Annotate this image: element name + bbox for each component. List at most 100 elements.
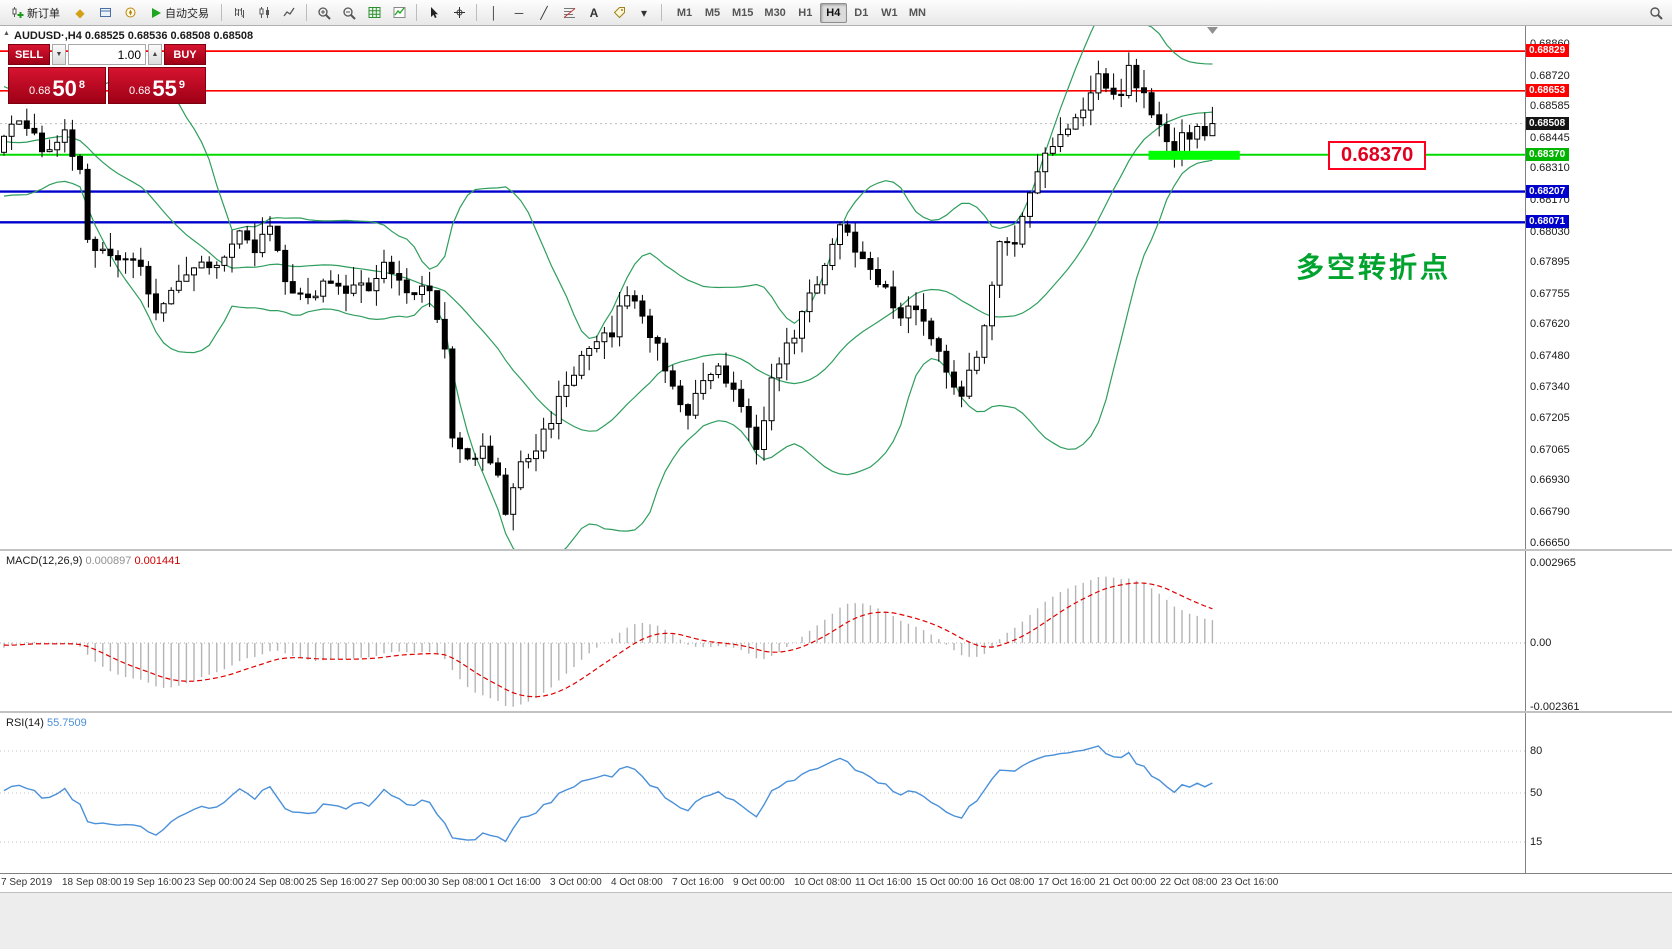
- volume-decrease-button[interactable]: ▼: [52, 44, 66, 65]
- line-chart-button[interactable]: [277, 2, 301, 24]
- sell-price-prefix: 0.68: [28, 85, 51, 97]
- volume-increase-button[interactable]: ▲: [148, 44, 162, 65]
- symbol-period-label: AUDUSD·,H4: [14, 30, 82, 42]
- time-axis-label: 25 Sep 16:00: [306, 877, 366, 888]
- time-axis-label: 27 Sep 00:00: [367, 877, 427, 888]
- time-axis-label: 24 Sep 08:00: [245, 877, 305, 888]
- price-callout-box[interactable]: 0.68370: [1328, 141, 1427, 170]
- timeframe-group: M1 M5 M15 M30 H1 H4 D1 W1 MN: [671, 2, 931, 23]
- label-button[interactable]: [607, 2, 631, 24]
- price-chart[interactable]: [0, 26, 1525, 549]
- axis-tick: 0.67340: [1530, 381, 1570, 394]
- macd-axis[interactable]: 0.002965 0.00 -0.002361: [1525, 551, 1672, 711]
- timeframe-d1-button[interactable]: D1: [848, 3, 875, 23]
- shapes-dropdown-button[interactable]: ▾: [632, 2, 656, 24]
- time-axis-label: 4 Oct 08:00: [611, 877, 663, 888]
- time-axis-label: 19 Sep 16:00: [123, 877, 183, 888]
- autotrading-button[interactable]: 自动交易: [143, 2, 216, 24]
- timeframe-w1-button[interactable]: W1: [876, 3, 903, 23]
- macd-signal-value: 0.001441: [134, 555, 181, 567]
- navigator-button[interactable]: [118, 2, 142, 24]
- buy-price-superscript: 9: [178, 79, 186, 91]
- time-axis-label: 21 Oct 00:00: [1099, 877, 1157, 888]
- time-axis-label: 15 Oct 00:00: [916, 877, 974, 888]
- search-button[interactable]: [1644, 2, 1668, 24]
- time-axis[interactable]: 7 Sep 2019 18 Sep 08:00 19 Sep 16:00 23 Sep…: [0, 874, 1672, 892]
- grid-button[interactable]: [362, 2, 386, 24]
- time-axis-label: 18 Sep 08:00: [62, 877, 122, 888]
- market-watch-button[interactable]: ◆: [68, 2, 92, 24]
- indicators-button[interactable]: [387, 2, 411, 24]
- search-icon: [1650, 6, 1663, 20]
- price-badge: 0.68370: [1526, 147, 1570, 161]
- data-window-button[interactable]: [93, 2, 117, 24]
- price-badge: 0.68207: [1526, 184, 1570, 198]
- autotrading-icon: [152, 7, 161, 18]
- volume-input[interactable]: [68, 44, 146, 65]
- timeframe-m5-button[interactable]: M5: [699, 3, 726, 23]
- window-footer: [0, 892, 1672, 949]
- chart-shift-marker: [1207, 27, 1218, 34]
- timeframe-m30-button[interactable]: M30: [759, 3, 790, 23]
- axis-tick: 0.67895: [1530, 256, 1570, 269]
- vertical-line-icon: │: [490, 5, 498, 20]
- trendline-button[interactable]: ╱: [532, 2, 556, 24]
- line-chart-icon: [282, 7, 295, 17]
- panel-divider[interactable]: [0, 711, 1672, 713]
- price-axis[interactable]: 0.688600.687200.685850.684450.683100.681…: [1525, 26, 1672, 549]
- buy-price-prefix: 0.68: [128, 85, 151, 97]
- time-axis-label: 1 Oct 16:00: [489, 877, 541, 888]
- buy-price-button[interactable]: 0.68 55 9: [108, 67, 206, 104]
- text-button[interactable]: A: [582, 2, 606, 24]
- zoom-in-button[interactable]: [312, 2, 336, 24]
- sell-price-button[interactable]: 0.68 50 8: [8, 67, 106, 104]
- timeframe-h1-button[interactable]: H1: [792, 3, 819, 23]
- crosshair-icon: [453, 7, 465, 18]
- new-order-label: 新订单: [27, 7, 60, 20]
- rsi-chart[interactable]: [0, 713, 1525, 873]
- price-badge: 0.68653: [1526, 83, 1570, 97]
- collapse-panel-icon[interactable]: ▲: [3, 30, 10, 37]
- price-badge: 0.68829: [1526, 44, 1570, 58]
- spinner-down-icon: ▼: [55, 51, 63, 58]
- buy-button[interactable]: BUY: [164, 44, 206, 65]
- axis-tick: 0.66930: [1530, 474, 1570, 487]
- toolbar-separator: [221, 4, 222, 21]
- sell-price-superscript: 8: [78, 79, 86, 91]
- axis-tick: 0.68720: [1530, 69, 1570, 82]
- time-axis-label: 17 Oct 16:00: [1038, 877, 1096, 888]
- macd-chart[interactable]: [0, 551, 1525, 711]
- axis-tick: 0.68585: [1530, 100, 1570, 113]
- zoom-out-button[interactable]: [337, 2, 361, 24]
- timeframe-mn-button[interactable]: MN: [904, 3, 931, 23]
- new-order-button[interactable]: 新订单: [4, 2, 67, 24]
- time-axis-label: 7 Oct 16:00: [672, 877, 724, 888]
- annotation-text[interactable]: 多空转折点: [1296, 252, 1452, 283]
- axis-tick: 0.67065: [1530, 443, 1570, 456]
- axis-tick: -0.002361: [1530, 700, 1580, 711]
- bar-chart-button[interactable]: [227, 2, 251, 24]
- timeframe-m1-button[interactable]: M1: [671, 3, 698, 23]
- crosshair-button[interactable]: [447, 2, 471, 24]
- rsi-axis[interactable]: 80 50 15: [1525, 713, 1672, 873]
- rsi-value: 55.7509: [46, 717, 87, 729]
- vertical-line-button[interactable]: │: [482, 2, 506, 24]
- timeframe-h4-button[interactable]: H4: [819, 2, 847, 23]
- timeframe-m15-button[interactable]: M15: [727, 3, 758, 23]
- toolbar-separator: [661, 4, 662, 21]
- panel-divider[interactable]: [0, 549, 1672, 551]
- navigator-icon: [125, 7, 135, 18]
- sell-button[interactable]: SELL: [8, 44, 50, 65]
- fibonacci-button[interactable]: [557, 2, 581, 24]
- time-axis-label: 10 Oct 08:00: [794, 877, 852, 888]
- cursor-button[interactable]: [422, 2, 446, 24]
- chevron-down-icon: ▾: [640, 5, 648, 20]
- toolbar-separator: [416, 4, 417, 21]
- time-axis-label: 22 Oct 08:00: [1160, 877, 1218, 888]
- candlestick-chart-button[interactable]: [252, 2, 276, 24]
- horizontal-line-button[interactable]: ─: [507, 2, 531, 24]
- axis-tick: 0.00: [1530, 637, 1552, 649]
- sell-price-main: 50: [52, 76, 77, 101]
- grid-icon: [368, 7, 380, 18]
